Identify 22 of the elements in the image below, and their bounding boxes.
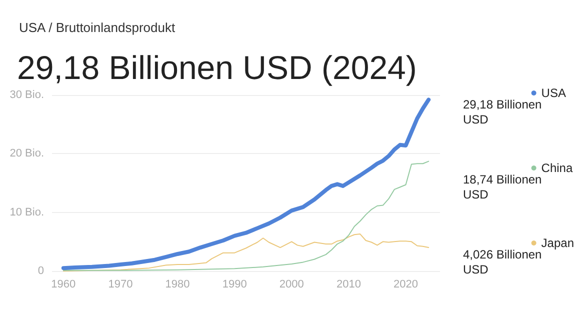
text: 29,18 Billionen USD bbox=[463, 98, 546, 126]
legend-label: USA bbox=[541, 86, 566, 100]
y-tick-label: 30 Bio. bbox=[10, 89, 44, 101]
x-tick-label: 2010 bbox=[336, 278, 361, 290]
x-tick-label: 1980 bbox=[165, 278, 190, 290]
legend-label: Japan bbox=[541, 236, 574, 250]
text: 18,74 Billionen USD bbox=[463, 172, 546, 202]
text: 4,026 Billionen USD bbox=[463, 248, 546, 276]
x-tick-label: 2020 bbox=[394, 278, 418, 290]
line-series bbox=[62, 234, 430, 272]
y-tick-label: 10 Bio. bbox=[10, 206, 44, 218]
chart-subtitle: USA / Bruttoinlandsprodukt bbox=[19, 20, 176, 35]
x-tick-label: 1960 bbox=[51, 278, 76, 290]
line-series bbox=[61, 98, 431, 270]
x-tick-label: 2000 bbox=[279, 278, 304, 290]
line-series bbox=[62, 160, 430, 271]
y-tick-label: 20 Bio. bbox=[10, 148, 44, 160]
chart-title: 29,18 Billionen USD (2024) bbox=[17, 49, 417, 86]
x-tick-label: 1990 bbox=[222, 278, 247, 290]
y-tick-label: 0 bbox=[38, 265, 44, 277]
legend-label: China bbox=[541, 161, 573, 175]
x-tick-label: 1970 bbox=[108, 278, 133, 290]
